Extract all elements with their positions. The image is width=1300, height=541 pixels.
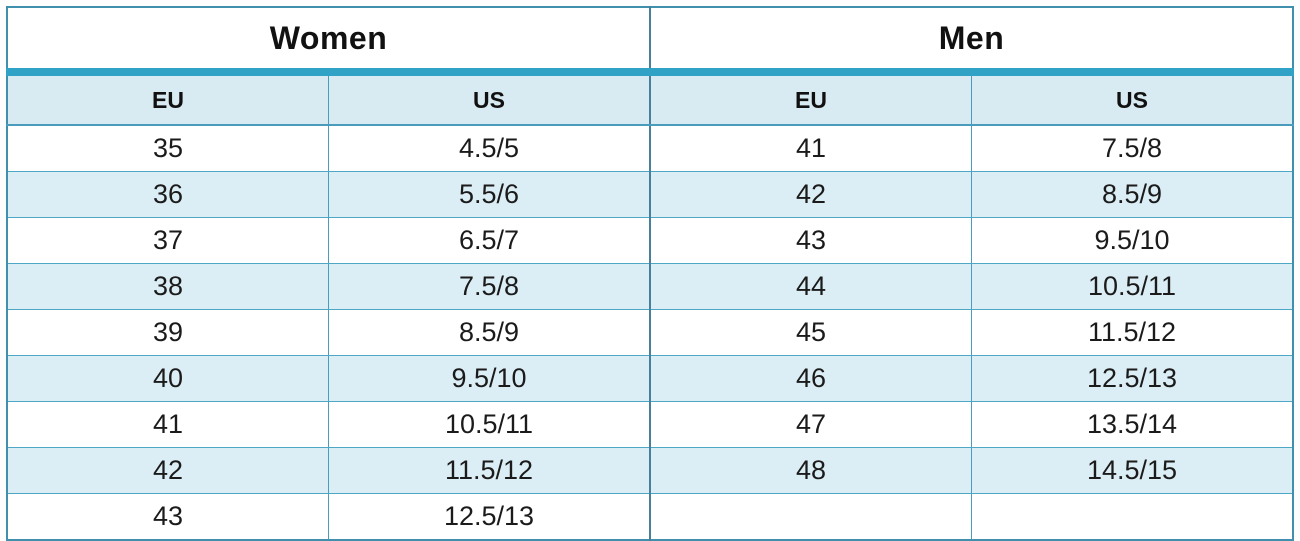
cell-men-us: 13.5/14 <box>971 401 1293 448</box>
column-header-women-us: US <box>328 72 650 126</box>
table-row: 36 5.5/6 42 8.5/9 <box>7 171 1293 218</box>
cell-men-us: 7.5/8 <box>971 125 1293 172</box>
cell-women-us: 8.5/9 <box>328 309 650 356</box>
column-header-men-us: US <box>971 72 1293 126</box>
cell-women-us: 12.5/13 <box>328 493 650 541</box>
cell-men-eu: 44 <box>649 263 972 310</box>
table-row: 35 4.5/5 41 7.5/8 <box>7 125 1293 172</box>
size-conversion-table: Women Men EU US EU US 35 4.5/5 41 7.5/8 … <box>6 6 1294 541</box>
cell-men-eu: 42 <box>649 171 972 218</box>
cell-women-us: 7.5/8 <box>328 263 650 310</box>
cell-men-us: 8.5/9 <box>971 171 1293 218</box>
cell-women-eu: 36 <box>7 171 329 218</box>
cell-men-eu: 45 <box>649 309 972 356</box>
cell-women-eu: 38 <box>7 263 329 310</box>
table-row: 43 12.5/13 <box>7 493 1293 541</box>
cell-women-eu: 35 <box>7 125 329 172</box>
cell-men-us: 9.5/10 <box>971 217 1293 264</box>
table-row: 40 9.5/10 46 12.5/13 <box>7 355 1293 402</box>
column-header-men-eu: EU <box>649 72 972 126</box>
cell-men-eu: 47 <box>649 401 972 448</box>
cell-men-eu: 41 <box>649 125 972 172</box>
section-title-women: Women <box>7 7 650 76</box>
cell-men-us: 14.5/15 <box>971 447 1293 494</box>
cell-women-us: 4.5/5 <box>328 125 650 172</box>
cell-women-us: 10.5/11 <box>328 401 650 448</box>
cell-men-us: 12.5/13 <box>971 355 1293 402</box>
cell-women-us: 5.5/6 <box>328 171 650 218</box>
cell-men-eu: 48 <box>649 447 972 494</box>
table-row: 37 6.5/7 43 9.5/10 <box>7 217 1293 264</box>
cell-men-us: 11.5/12 <box>971 309 1293 356</box>
table-row: 42 11.5/12 48 14.5/15 <box>7 447 1293 494</box>
cell-women-eu: 37 <box>7 217 329 264</box>
cell-men-eu: 43 <box>649 217 972 264</box>
cell-women-us: 11.5/12 <box>328 447 650 494</box>
section-title-men: Men <box>649 7 1293 76</box>
cell-men-us <box>971 493 1293 541</box>
column-header-row: EU US EU US <box>7 72 1293 126</box>
cell-women-eu: 43 <box>7 493 329 541</box>
cell-men-eu: 46 <box>649 355 972 402</box>
cell-women-eu: 39 <box>7 309 329 356</box>
table-row: 39 8.5/9 45 11.5/12 <box>7 309 1293 356</box>
cell-men-us: 10.5/11 <box>971 263 1293 310</box>
cell-women-us: 6.5/7 <box>328 217 650 264</box>
cell-women-eu: 42 <box>7 447 329 494</box>
section-title-row: Women Men <box>7 7 1293 76</box>
table-row: 41 10.5/11 47 13.5/14 <box>7 401 1293 448</box>
cell-women-eu: 41 <box>7 401 329 448</box>
table-row: 38 7.5/8 44 10.5/11 <box>7 263 1293 310</box>
column-header-women-eu: EU <box>7 72 329 126</box>
cell-men-eu <box>649 493 972 541</box>
cell-women-eu: 40 <box>7 355 329 402</box>
cell-women-us: 9.5/10 <box>328 355 650 402</box>
